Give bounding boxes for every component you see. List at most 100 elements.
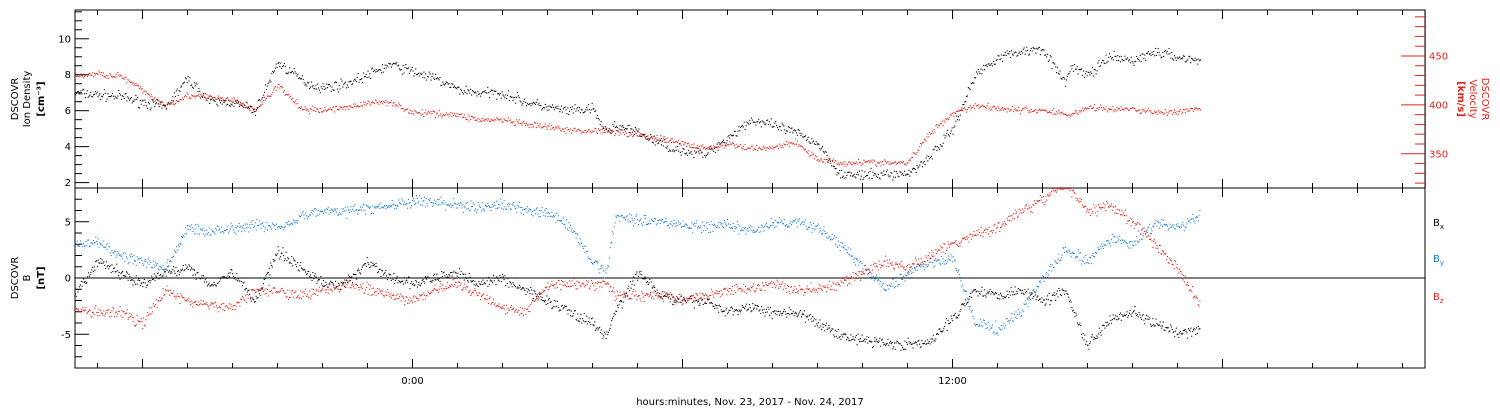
data-point (722, 225, 724, 227)
data-point (435, 78, 437, 80)
data-point (350, 106, 352, 108)
data-point (777, 145, 779, 147)
data-point (357, 210, 359, 212)
data-point (496, 117, 498, 119)
data-point (676, 225, 678, 227)
data-point (300, 106, 302, 108)
data-point (202, 93, 204, 95)
data-point (637, 275, 639, 277)
data-point (98, 246, 100, 248)
data-point (665, 293, 667, 295)
data-point (1114, 56, 1116, 58)
data-point (545, 304, 547, 306)
data-point (664, 295, 666, 297)
data-point (591, 262, 593, 264)
data-point (764, 226, 766, 228)
data-point (930, 133, 932, 135)
data-point (960, 308, 962, 310)
data-point (866, 175, 868, 177)
data-point (861, 170, 863, 172)
data-point (193, 269, 195, 271)
data-point (471, 90, 473, 92)
data-point (589, 321, 591, 323)
data-point (1103, 62, 1105, 64)
data-point (788, 126, 790, 128)
data-point (617, 214, 619, 216)
data-point (138, 85, 140, 87)
data-point (603, 126, 605, 128)
data-point (198, 233, 200, 235)
data-point (819, 319, 821, 321)
data-point (1058, 73, 1060, 75)
data-point (470, 88, 472, 90)
data-point (750, 122, 752, 124)
data-point (322, 110, 324, 112)
data-point (931, 130, 933, 132)
data-point (1064, 78, 1066, 80)
data-point (881, 172, 883, 174)
data-point (673, 142, 675, 144)
data-point (1000, 292, 1002, 294)
data-point (697, 147, 699, 149)
data-point (125, 275, 127, 277)
data-point (241, 104, 243, 106)
data-point (764, 315, 766, 317)
data-point (652, 136, 654, 138)
data-point (382, 274, 384, 276)
data-point (140, 88, 142, 90)
data-point (769, 147, 771, 149)
data-point (804, 135, 806, 137)
data-point (701, 299, 703, 301)
data-point (484, 119, 486, 121)
data-point (548, 126, 550, 128)
data-point (409, 288, 411, 290)
data-point (859, 178, 861, 180)
data-point (800, 223, 802, 225)
data-point (347, 108, 349, 110)
data-point (985, 296, 987, 298)
data-point (264, 96, 266, 98)
data-point (207, 231, 209, 233)
data-point (390, 274, 392, 276)
data-point (80, 73, 82, 75)
data-point (538, 297, 540, 299)
data-point (937, 146, 939, 148)
data-point (267, 225, 269, 227)
data-point (889, 342, 891, 344)
data-point (698, 153, 700, 155)
data-point (399, 282, 401, 284)
data-point (300, 107, 302, 109)
data-point (134, 98, 136, 100)
data-point (320, 276, 322, 278)
data-point (751, 226, 753, 228)
data-point (1191, 58, 1193, 60)
data-point (774, 227, 776, 229)
data-point (447, 83, 449, 85)
data-point (336, 105, 338, 107)
data-point (890, 343, 892, 345)
data-point (450, 272, 452, 274)
data-point (672, 149, 674, 151)
data-point (359, 209, 361, 211)
data-point (875, 173, 877, 175)
data-point (483, 283, 485, 285)
data-point (125, 253, 127, 255)
data-point (335, 286, 337, 288)
data-point (168, 102, 170, 104)
data-point (582, 318, 584, 320)
data-point (580, 314, 582, 316)
data-point (198, 225, 200, 227)
data-point (365, 104, 367, 106)
data-point (948, 119, 950, 121)
data-point (606, 331, 608, 333)
data-point (608, 130, 610, 132)
data-point (796, 140, 798, 142)
data-point (251, 112, 253, 114)
data-point (351, 211, 353, 213)
data-point (107, 243, 109, 245)
data-point (632, 220, 634, 222)
data-point (251, 297, 253, 299)
data-point (517, 204, 519, 206)
data-point (779, 126, 781, 128)
data-point (170, 260, 172, 262)
